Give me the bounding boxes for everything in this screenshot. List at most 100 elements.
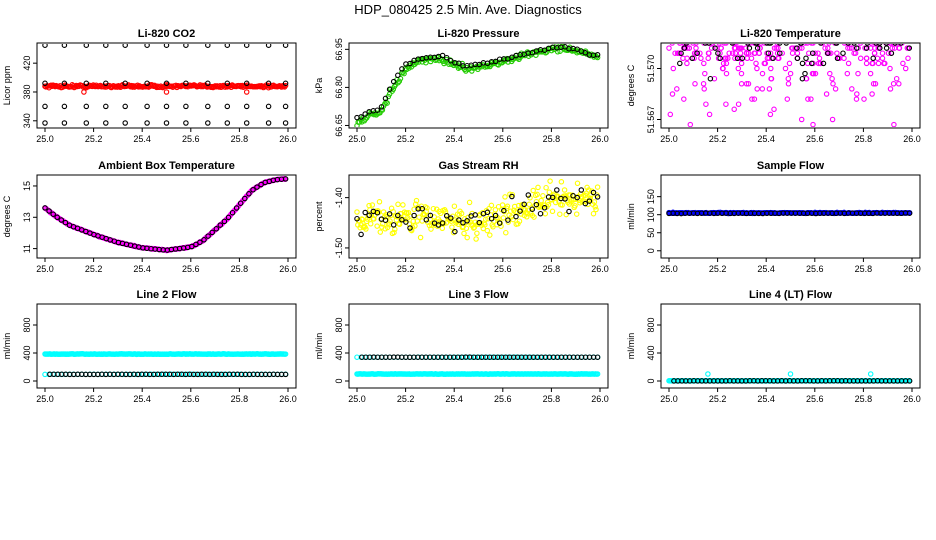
data-point	[777, 50, 783, 56]
data-point	[479, 209, 486, 216]
y-tick-label: 13	[22, 212, 32, 222]
x-tick-label: 25.4	[133, 264, 151, 274]
data-point	[562, 196, 568, 202]
x-tick-label: 25.8	[543, 394, 561, 404]
data-point	[499, 202, 506, 208]
data-point	[561, 187, 568, 193]
data-point	[144, 44, 150, 48]
data-point	[861, 96, 867, 102]
panel-title: Sample Flow	[757, 160, 825, 172]
data-point	[466, 199, 473, 206]
data-point	[463, 225, 470, 232]
data-point	[749, 96, 755, 102]
data-point	[719, 65, 726, 72]
data-point	[516, 218, 523, 224]
data-point	[413, 197, 420, 204]
x-tick-label: 25.0	[660, 394, 678, 404]
data-point	[698, 55, 704, 62]
data-point	[867, 70, 874, 77]
data-point	[826, 44, 832, 46]
x-tick-label: 25.0	[36, 264, 54, 274]
y-tick-label: 0	[646, 378, 656, 383]
data-point	[705, 371, 711, 377]
data-point	[395, 212, 401, 219]
data-point	[757, 45, 763, 51]
data-point	[482, 216, 489, 223]
x-tick-label: 25.2	[709, 394, 727, 404]
series-samples	[671, 378, 913, 384]
data-point	[399, 217, 405, 223]
panel-title: Line 4 (LT) Flow	[749, 289, 832, 301]
figure-title: HDP_080425 2.5 Min. Ave. Diagnostics	[354, 2, 582, 17]
data-point	[282, 176, 289, 182]
data-point	[717, 55, 723, 62]
y-axis-label: ml/min	[626, 333, 636, 360]
data-point	[543, 184, 549, 191]
x-tick-label: 26.0	[903, 394, 921, 404]
data-point	[669, 91, 676, 97]
data-point	[775, 55, 781, 62]
data-point	[751, 44, 757, 46]
data-point	[50, 211, 56, 217]
data-point	[513, 213, 519, 220]
plot-frame	[36, 174, 297, 259]
x-tick-label: 25.4	[133, 134, 151, 144]
data-point	[747, 44, 753, 46]
data-point	[439, 220, 446, 226]
data-point	[367, 221, 374, 227]
data-point	[833, 44, 839, 46]
data-point	[363, 226, 369, 232]
data-point	[282, 351, 289, 357]
data-point	[744, 55, 750, 62]
data-point	[401, 70, 407, 77]
x-tick-label: 26.0	[591, 134, 609, 144]
data-point	[469, 210, 475, 217]
data-point	[572, 203, 578, 209]
x-tick-label: 26.0	[903, 264, 921, 274]
data-point	[430, 205, 437, 212]
data-point	[400, 202, 406, 208]
data-point	[751, 96, 758, 102]
data-point	[395, 72, 401, 79]
data-point	[799, 60, 806, 67]
y-axis-label: Licor ppm	[2, 66, 12, 106]
data-layer	[666, 44, 913, 127]
data-point	[818, 44, 824, 46]
data-point	[906, 378, 913, 384]
data-point	[834, 55, 841, 62]
data-point	[533, 201, 540, 208]
y-tick-label: 400	[22, 345, 32, 360]
data-point	[743, 45, 749, 51]
data-point	[701, 60, 707, 67]
data-point	[881, 60, 887, 67]
y-tick-label: 100	[646, 207, 656, 222]
x-tick-label: 25.4	[133, 394, 151, 404]
data-point	[197, 239, 203, 246]
data-point	[83, 80, 90, 87]
x-tick-label: 25.2	[709, 134, 727, 144]
data-point	[840, 50, 846, 56]
data-point	[525, 192, 532, 198]
data-point	[559, 202, 565, 208]
data-point	[103, 120, 109, 126]
data-point	[573, 211, 580, 217]
y-tick-label: 400	[334, 345, 344, 360]
panel-gas-stream-rh: Gas Stream RH 25.0 25.2 25.4 25.6 25.8 26.0 -1.…	[314, 160, 609, 274]
data-point	[893, 75, 900, 82]
data-point	[802, 44, 808, 46]
data-point	[265, 120, 272, 126]
x-tick-label: 25.2	[85, 264, 103, 274]
data-point	[482, 221, 488, 228]
data-point	[163, 44, 170, 48]
panel-line4-flow: Line 4 (LT) Flow 25.0 25.2 25.4 25.6 25.8 26.0…	[626, 289, 921, 404]
data-point	[708, 45, 715, 51]
data-point	[779, 50, 785, 56]
x-tick-label: 25.4	[757, 134, 775, 144]
data-point	[863, 55, 870, 62]
data-layer	[42, 44, 289, 126]
data-point	[258, 181, 264, 188]
data-layer	[354, 44, 601, 127]
data-point	[61, 44, 68, 48]
data-point	[825, 50, 831, 56]
